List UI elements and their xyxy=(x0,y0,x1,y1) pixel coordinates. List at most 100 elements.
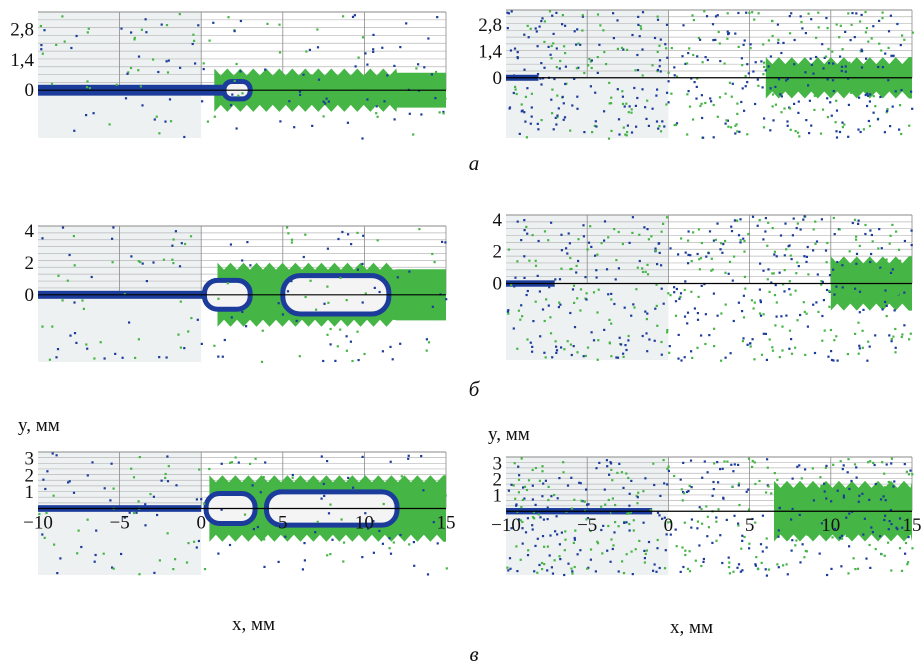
particle xyxy=(726,30,729,33)
particle xyxy=(739,241,742,244)
particle xyxy=(634,69,637,72)
particle xyxy=(823,482,826,485)
particle xyxy=(361,102,364,106)
particle xyxy=(302,98,305,101)
particle xyxy=(758,288,761,291)
particle xyxy=(766,278,769,281)
particle xyxy=(638,539,641,542)
particle xyxy=(213,115,216,118)
particle xyxy=(278,23,281,26)
particle xyxy=(722,243,725,246)
particle xyxy=(595,467,598,470)
x-tick-label: 15 xyxy=(903,515,922,536)
particle xyxy=(524,95,527,98)
particle xyxy=(692,53,695,57)
particle xyxy=(893,480,896,483)
particle xyxy=(305,50,308,53)
particle xyxy=(520,304,523,307)
particle xyxy=(631,573,634,576)
particle xyxy=(607,137,611,140)
x-tick-label: 0 xyxy=(196,513,206,534)
particle xyxy=(625,521,628,524)
particle xyxy=(866,359,869,362)
particle xyxy=(604,503,607,506)
particle xyxy=(133,36,136,39)
particle xyxy=(600,242,603,245)
particle xyxy=(327,512,331,515)
particle xyxy=(573,536,576,540)
particle xyxy=(841,468,844,471)
particle xyxy=(803,255,806,258)
particle xyxy=(571,104,574,107)
particle xyxy=(841,286,844,289)
particle xyxy=(610,292,613,295)
particle xyxy=(788,288,791,291)
particle xyxy=(826,97,829,100)
particle xyxy=(646,273,650,276)
particle xyxy=(412,541,415,544)
particle xyxy=(372,551,375,554)
particle xyxy=(399,46,402,49)
particle xyxy=(841,48,844,51)
particle xyxy=(569,256,572,260)
particle xyxy=(903,463,906,466)
particle xyxy=(786,573,789,576)
particle xyxy=(698,506,701,509)
particle xyxy=(884,300,887,304)
particle xyxy=(667,80,670,83)
particle xyxy=(868,345,871,348)
particle xyxy=(653,483,656,487)
particle xyxy=(375,112,378,115)
particle xyxy=(607,293,610,296)
particle xyxy=(756,224,759,227)
particle xyxy=(407,457,410,460)
particle xyxy=(565,82,568,85)
particle xyxy=(836,489,839,492)
particle xyxy=(660,340,663,344)
particle xyxy=(610,468,613,471)
particle xyxy=(724,122,727,125)
particle xyxy=(686,311,690,314)
particle xyxy=(595,125,598,128)
particle xyxy=(753,301,756,304)
particle xyxy=(778,507,781,510)
particle xyxy=(833,293,836,296)
particle xyxy=(817,310,820,313)
particle xyxy=(158,559,161,562)
particle xyxy=(543,351,546,354)
particle xyxy=(144,18,147,21)
particle xyxy=(620,46,624,49)
particle xyxy=(743,250,746,253)
particle xyxy=(788,280,791,283)
particle xyxy=(229,243,232,246)
particle xyxy=(803,215,806,218)
particle xyxy=(555,345,558,348)
particle xyxy=(799,15,802,18)
particle xyxy=(259,491,262,494)
particle xyxy=(796,465,799,468)
particle xyxy=(769,87,772,90)
particle xyxy=(93,560,96,563)
particle xyxy=(699,257,703,260)
particle xyxy=(616,47,619,50)
particle xyxy=(826,116,829,119)
particle xyxy=(626,124,629,127)
particle xyxy=(191,42,194,46)
particle xyxy=(762,269,765,272)
particle xyxy=(531,516,535,519)
particle xyxy=(152,261,155,264)
particle xyxy=(650,235,653,238)
particle xyxy=(589,225,592,228)
particle xyxy=(765,537,768,540)
particle xyxy=(741,340,744,343)
particle xyxy=(526,289,529,293)
particle xyxy=(533,570,536,573)
particle xyxy=(584,354,587,357)
particle xyxy=(690,260,693,263)
particle xyxy=(880,49,883,52)
particle xyxy=(323,302,326,305)
particle xyxy=(724,239,727,243)
particle xyxy=(506,310,509,313)
particle xyxy=(611,497,614,500)
particle xyxy=(551,356,554,359)
